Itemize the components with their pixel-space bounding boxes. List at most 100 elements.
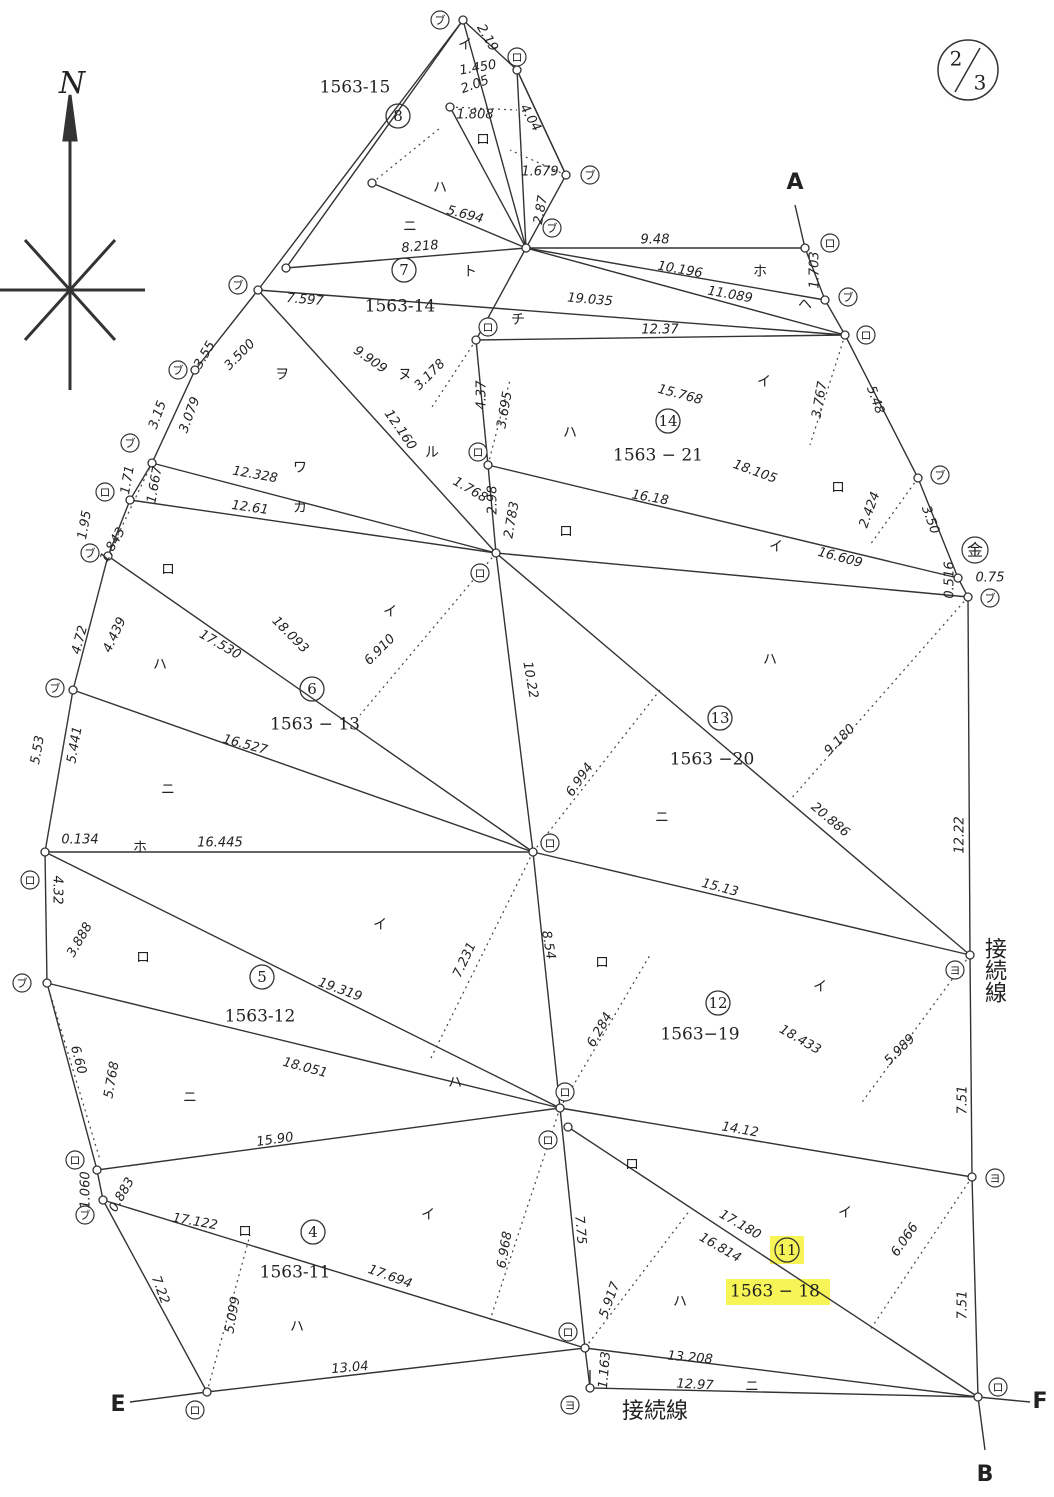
triangle-label: ニ — [745, 1379, 759, 1395]
triangle-label: イ — [757, 374, 771, 390]
vertex — [254, 286, 262, 294]
triangle-label: カ — [293, 500, 307, 516]
vertex — [282, 264, 290, 272]
measurement: 7.51 — [956, 1291, 971, 1320]
triangle-label: ロ — [476, 132, 490, 148]
measurement: 4.439 — [100, 615, 129, 655]
triangle-label: ニ — [403, 219, 417, 235]
measurement: 3.500 — [222, 337, 259, 374]
measurement: 2.98 — [486, 486, 501, 515]
triangle-label: ロ — [136, 950, 150, 966]
measurement: 6.968 — [494, 1230, 515, 1269]
measurement: 5.099 — [222, 1295, 243, 1334]
measurement: 3.695 — [494, 390, 515, 429]
compass — [0, 95, 145, 390]
vertex-mark: ヨ — [565, 1399, 576, 1412]
measurement: 6.910 — [362, 632, 399, 669]
survey-line — [978, 1397, 1030, 1402]
survey-line — [130, 500, 496, 553]
vertex-mark: ブ — [233, 278, 244, 292]
triangle-label: イ — [421, 1207, 435, 1223]
perpendicular — [533, 690, 660, 852]
vertex-mark: ブ — [50, 681, 61, 695]
survey-line — [286, 20, 463, 268]
survey-line — [152, 463, 496, 553]
measurement: 0.75 — [976, 571, 1005, 586]
vertex — [966, 951, 974, 959]
vertex-mark: ロ — [190, 1404, 201, 1417]
triangle-label: イ — [813, 979, 827, 995]
vertex — [484, 461, 492, 469]
parcel-number: 14 — [658, 412, 677, 430]
triangle-label: ト — [463, 264, 477, 280]
measurement: 9.909 — [350, 343, 389, 377]
vertex-mark: ヨ — [990, 1172, 1001, 1185]
vertex-mark: ブ — [985, 591, 996, 605]
parcel-number: 8 — [393, 107, 403, 125]
vertex — [564, 1123, 572, 1131]
lot-number: 1563-14 — [365, 297, 436, 317]
measurement: 1.808 — [456, 108, 493, 123]
survey-line — [533, 852, 560, 1108]
triangle-label: ロ — [559, 524, 573, 540]
vertex — [446, 103, 454, 111]
survey-line — [533, 852, 970, 955]
survey-line — [560, 1108, 972, 1177]
survey-line — [450, 107, 526, 248]
vertex-mark: ブ — [125, 436, 136, 450]
vertex — [821, 296, 829, 304]
vertex-mark: ブ — [935, 468, 946, 482]
measurement: 1.843 — [97, 525, 129, 565]
vertex-mark: ブ — [173, 363, 184, 377]
measurement: 19.319 — [316, 975, 364, 1005]
triangle-label: ホ — [133, 840, 147, 856]
parcel-number: 7 — [399, 261, 409, 279]
vertex — [914, 474, 922, 482]
vertex — [99, 1196, 107, 1204]
survey-line — [258, 290, 845, 335]
measurement: 1.768 — [450, 474, 490, 506]
measurement: 5.694 — [445, 203, 485, 227]
measurement: 18.093 — [269, 614, 312, 657]
measurement: 0.134 — [61, 833, 98, 848]
triangle-label: ハ — [763, 652, 777, 668]
vertex — [581, 1344, 589, 1352]
triangle-label: ニ — [183, 1090, 197, 1106]
triangle-label: ロ — [625, 1157, 639, 1173]
survey-line — [47, 983, 560, 1108]
measurement: 0.516 — [943, 561, 958, 598]
vertex-mark: ブ — [843, 290, 854, 304]
triangle-label: ホ — [753, 264, 767, 280]
parcel-number: 4 — [308, 1223, 318, 1241]
measurement: 5.989 — [882, 1032, 919, 1069]
measurement: 3.15 — [146, 399, 170, 431]
vertex — [841, 331, 849, 339]
vertex-mark: ロ — [993, 1381, 1004, 1394]
measurement: 4.32 — [50, 876, 65, 905]
vertex — [93, 1166, 101, 1174]
vertex-mark: ロ — [543, 1134, 554, 1147]
triangle-label: イ — [383, 604, 397, 620]
triangle-label: ハ — [448, 1075, 462, 1091]
perpendicular — [372, 128, 440, 183]
survey-line — [496, 553, 968, 597]
corner-label: E — [110, 1392, 125, 1417]
measurement: 9.48 — [641, 233, 670, 248]
vertex-mark: ロ — [512, 51, 523, 64]
vertex-mark: ロ — [25, 874, 36, 887]
measurement: 19.035 — [567, 291, 614, 310]
vertex — [472, 336, 480, 344]
corner-label: B — [977, 1462, 994, 1487]
vertex-mark: ロ — [825, 237, 836, 250]
parcel-number: 5 — [257, 968, 267, 986]
vertex-mark: ロ — [483, 321, 494, 334]
measurement: 12.97 — [676, 1377, 715, 1394]
triangle-label: ハ — [290, 1319, 304, 1335]
measurement: 1.163 — [596, 1351, 614, 1389]
vertex — [974, 1393, 982, 1401]
triangle-label: ハ — [673, 1294, 687, 1310]
triangle-label: ロ — [238, 1224, 252, 1240]
measurement: 16.609 — [816, 545, 864, 571]
measurement: 16.527 — [221, 732, 270, 758]
vertex — [43, 979, 51, 987]
